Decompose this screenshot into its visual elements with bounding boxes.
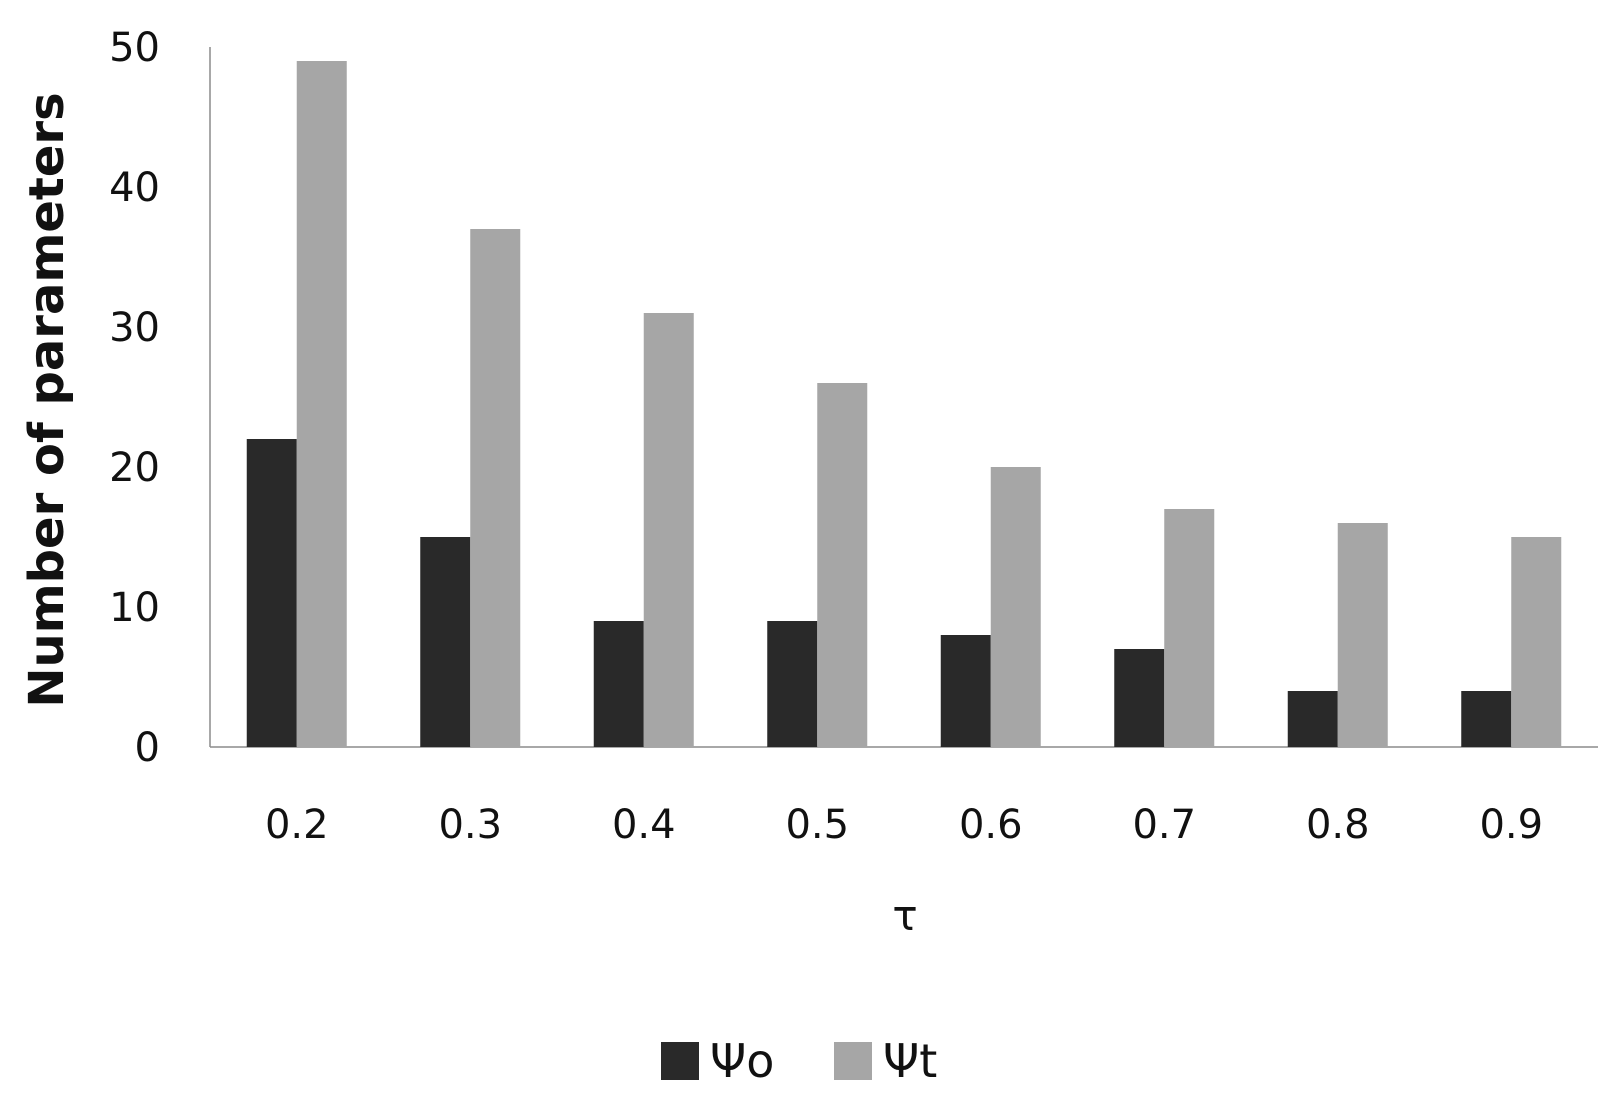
legend: Ψo Ψt <box>661 1034 937 1088</box>
bar-psi-o-0.4 <box>593 621 644 747</box>
bar-psi-o-0.2 <box>246 439 297 747</box>
bar-psi-o-0.5 <box>767 621 818 747</box>
bar-psi-t-0.6 <box>990 467 1041 747</box>
bar-psi-t-0.2 <box>296 61 347 747</box>
x-tick-label: 0.9 <box>1479 802 1543 848</box>
bar-psi-t-0.8 <box>1337 523 1388 747</box>
x-tick-label: 0.8 <box>1306 802 1370 848</box>
legend-label-psi-o: Ψo <box>710 1034 774 1088</box>
x-tick-label: 0.5 <box>785 802 849 848</box>
x-tick-label: 0.6 <box>959 802 1023 848</box>
legend-swatch-psi-t <box>834 1042 872 1080</box>
x-tick-label: 0.7 <box>1132 802 1196 848</box>
bar-psi-t-0.9 <box>1511 537 1562 747</box>
bar-psi-o-0.6 <box>940 635 991 747</box>
plot-area <box>209 47 1598 748</box>
y-tick-label: 50 <box>109 25 160 71</box>
bar-psi-o-0.8 <box>1287 691 1338 747</box>
y-tick-label: 30 <box>109 305 160 351</box>
bar-psi-o-0.3 <box>420 537 471 747</box>
y-tick-label: 10 <box>109 585 160 631</box>
legend-label-psi-t: Ψt <box>883 1034 937 1088</box>
x-tick-label: 0.3 <box>438 802 502 848</box>
bar-psi-o-0.7 <box>1114 649 1165 747</box>
x-axis-title: τ <box>892 891 917 940</box>
bar-psi-t-0.5 <box>817 383 868 747</box>
y-tick-label: 0 <box>135 725 160 771</box>
y-axis-title: Number of parameters <box>19 92 75 707</box>
y-axis-ticks: 0 10 20 30 40 50 <box>109 25 160 771</box>
y-tick-label: 40 <box>109 165 160 211</box>
x-tick-label: 0.2 <box>265 802 329 848</box>
bar-psi-o-0.9 <box>1461 691 1512 747</box>
bar-psi-t-0.4 <box>643 313 694 747</box>
x-axis-ticks: 0.2 0.3 0.4 0.5 0.6 0.7 0.8 0.9 <box>265 802 1543 848</box>
bar-psi-t-0.7 <box>1164 509 1215 747</box>
x-tick-label: 0.4 <box>612 802 676 848</box>
legend-swatch-psi-o <box>661 1042 699 1080</box>
bar-psi-t-0.3 <box>470 229 521 747</box>
y-tick-label: 20 <box>109 445 160 491</box>
